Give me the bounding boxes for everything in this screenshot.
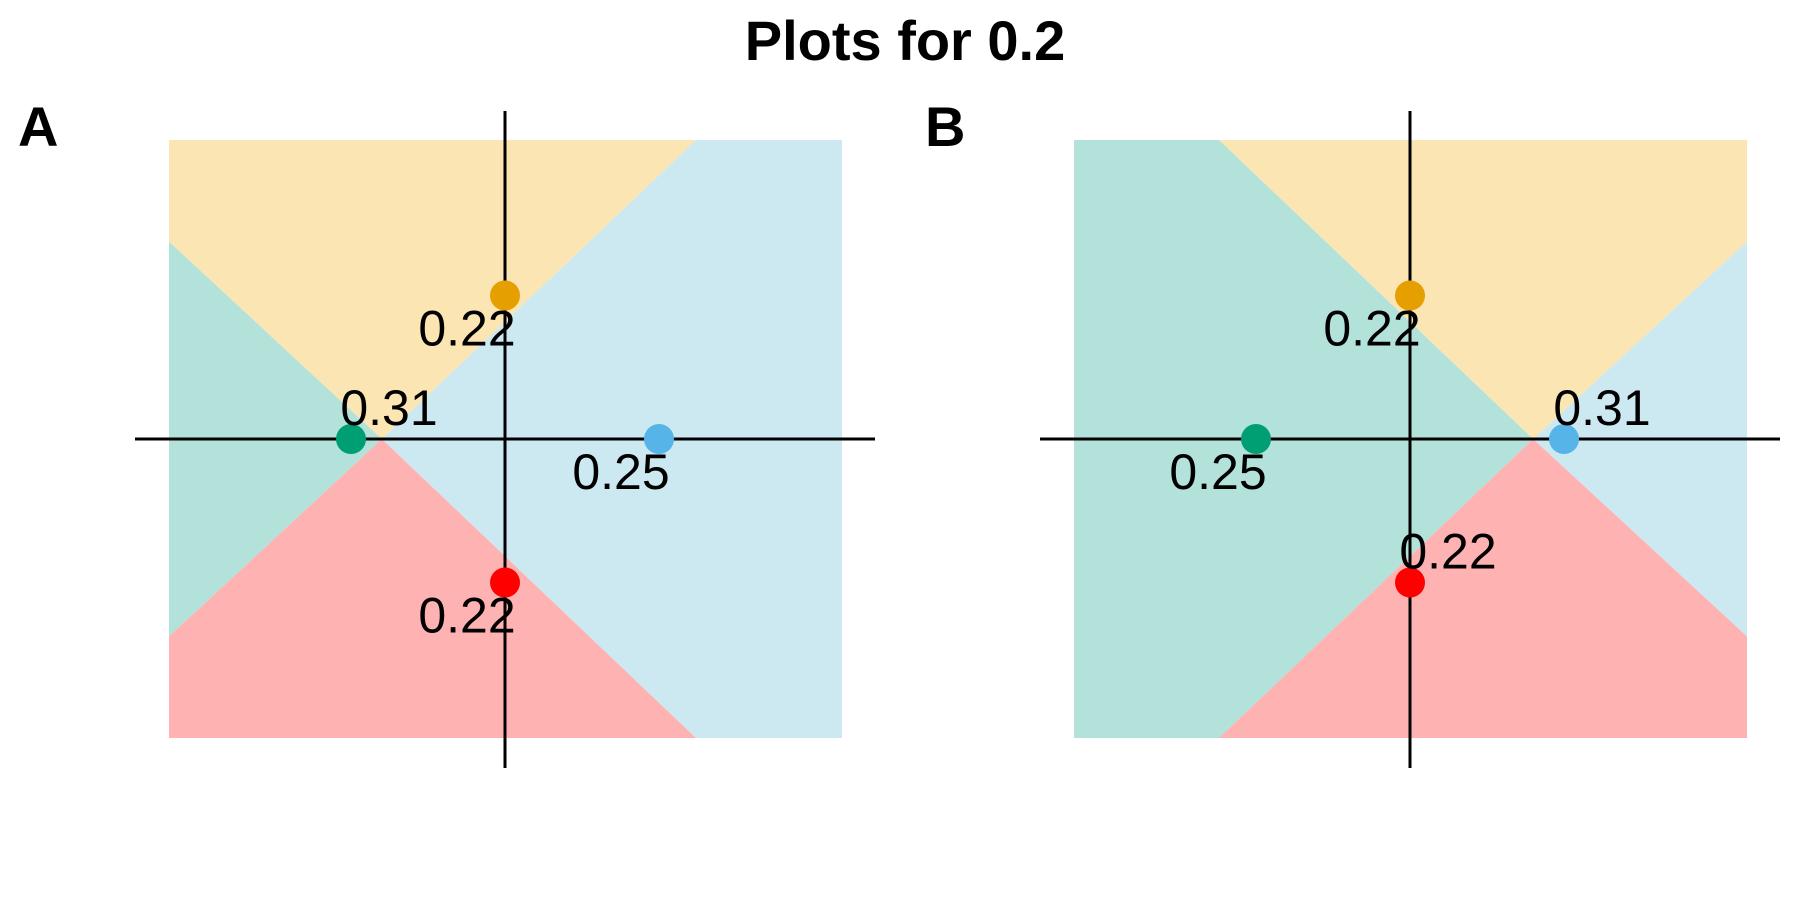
panel-a-point-label-red: 0.22 <box>418 588 515 644</box>
panel-b-point-teal <box>1241 424 1271 454</box>
panel-b-point-label-blue: 0.31 <box>1553 380 1650 436</box>
panel-a-point-teal <box>336 424 366 454</box>
panel-b-point-red <box>1395 567 1425 598</box>
panel-a-point-orange <box>490 280 520 311</box>
panel-b-region-red <box>1219 439 1747 738</box>
panel-b-tag: B <box>925 95 965 158</box>
panel-a: 0.22 0.31 0.25 0.22 A <box>18 95 875 768</box>
panel-a-point-label-blue: 0.25 <box>572 444 669 500</box>
panel-b-point-label-teal: 0.25 <box>1169 444 1266 500</box>
panel-a-point-blue <box>644 424 674 454</box>
panel-a-point-label-orange: 0.22 <box>418 300 515 356</box>
panel-a-region-orange <box>169 140 696 439</box>
panel-b-point-blue <box>1549 424 1579 454</box>
panel-b-point-label-red: 0.22 <box>1399 524 1496 580</box>
panel-a-region-red <box>169 439 696 738</box>
panel-b-region-orange <box>1219 140 1747 439</box>
panel-b: 0.22 0.25 0.31 0.22 B <box>925 95 1780 768</box>
panel-a-point-label-teal: 0.31 <box>340 380 437 436</box>
panel-a-tag: A <box>18 95 58 158</box>
figure-title: Plots for 0.2 <box>745 9 1066 72</box>
panel-a-point-red <box>490 567 520 598</box>
panel-b-point-label-orange: 0.22 <box>1323 300 1420 356</box>
panel-b-point-orange <box>1395 280 1425 311</box>
